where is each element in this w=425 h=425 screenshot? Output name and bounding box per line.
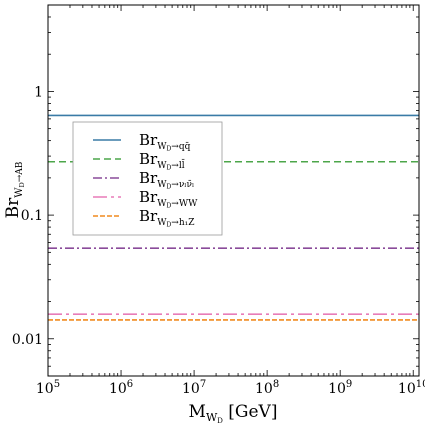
legend-label-2: BrWD→ν​ₗν̄ₗ [139, 169, 194, 191]
x-tick-label: 109 [328, 379, 352, 397]
y-tick-label: 1 [34, 84, 43, 100]
x-tick-label: 105 [36, 379, 60, 397]
y-tick-label: 0.01 [12, 332, 43, 348]
legend-label-0: BrWD→qq̄ [139, 131, 191, 153]
plot-frame [47, 4, 420, 377]
legend-label-3: BrWD→WW [139, 188, 198, 210]
x-tick-label: 108 [255, 379, 279, 397]
legend-label-4: BrWD→h₁Z [139, 207, 194, 229]
x-axis-label: MWD [GeV] [189, 402, 278, 425]
legend-label-1: BrWD→ll̄ [139, 150, 185, 172]
legend: BrWD→qq̄BrWD→ll̄BrWD→ν​ₗν̄ₗBrWD→WWBrWD→h… [72, 121, 223, 236]
x-tick-label: 107 [182, 379, 206, 397]
x-tick-label: 106 [109, 379, 133, 397]
y-axis-ticks: 0.01 0.1 1 [12, 4, 419, 377]
y-tick-label: 0.1 [21, 208, 43, 224]
y-axis-label: BrWD→AB [3, 161, 26, 218]
